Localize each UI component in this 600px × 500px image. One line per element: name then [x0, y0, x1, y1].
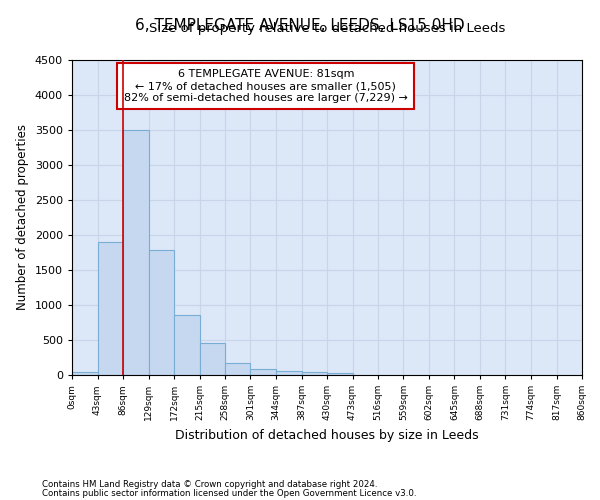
Bar [72, 372, 97, 375]
Text: Contains public sector information licensed under the Open Government Licence v3: Contains public sector information licen… [42, 488, 416, 498]
X-axis label: Distribution of detached houses by size in Leeds: Distribution of detached houses by size … [175, 428, 479, 442]
Bar [225, 363, 251, 375]
Text: Contains HM Land Registry data © Crown copyright and database right 2024.: Contains HM Land Registry data © Crown c… [42, 480, 377, 489]
Text: 6, TEMPLEGATE AVENUE, LEEDS, LS15 0HD: 6, TEMPLEGATE AVENUE, LEEDS, LS15 0HD [135, 18, 465, 32]
Y-axis label: Number of detached properties: Number of detached properties [16, 124, 29, 310]
Bar [302, 372, 327, 375]
Title: Size of property relative to detached houses in Leeds: Size of property relative to detached ho… [149, 22, 505, 35]
Bar [97, 242, 123, 375]
Bar [199, 343, 225, 375]
Bar [123, 130, 149, 375]
Bar [251, 368, 276, 375]
Bar [149, 250, 174, 375]
Bar [327, 372, 353, 375]
Bar [276, 371, 302, 375]
Bar [174, 315, 199, 375]
Text: 6 TEMPLEGATE AVENUE: 81sqm
← 17% of detached houses are smaller (1,505)
82% of s: 6 TEMPLEGATE AVENUE: 81sqm ← 17% of deta… [124, 70, 408, 102]
